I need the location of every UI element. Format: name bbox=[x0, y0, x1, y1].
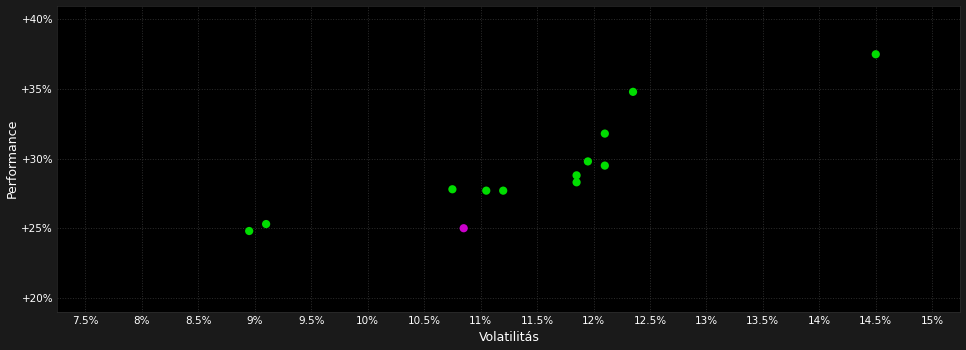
Y-axis label: Performance: Performance bbox=[6, 119, 18, 198]
Point bbox=[242, 228, 257, 234]
Point bbox=[456, 225, 471, 231]
Point bbox=[569, 173, 584, 178]
Point bbox=[625, 89, 640, 95]
Point bbox=[868, 51, 884, 57]
Point bbox=[581, 159, 596, 164]
X-axis label: Volatilitás: Volatilitás bbox=[478, 331, 539, 344]
Point bbox=[569, 180, 584, 185]
Point bbox=[258, 221, 273, 227]
Point bbox=[444, 187, 460, 192]
Point bbox=[597, 131, 612, 136]
Point bbox=[496, 188, 511, 194]
Point bbox=[478, 188, 494, 194]
Point bbox=[597, 163, 612, 168]
